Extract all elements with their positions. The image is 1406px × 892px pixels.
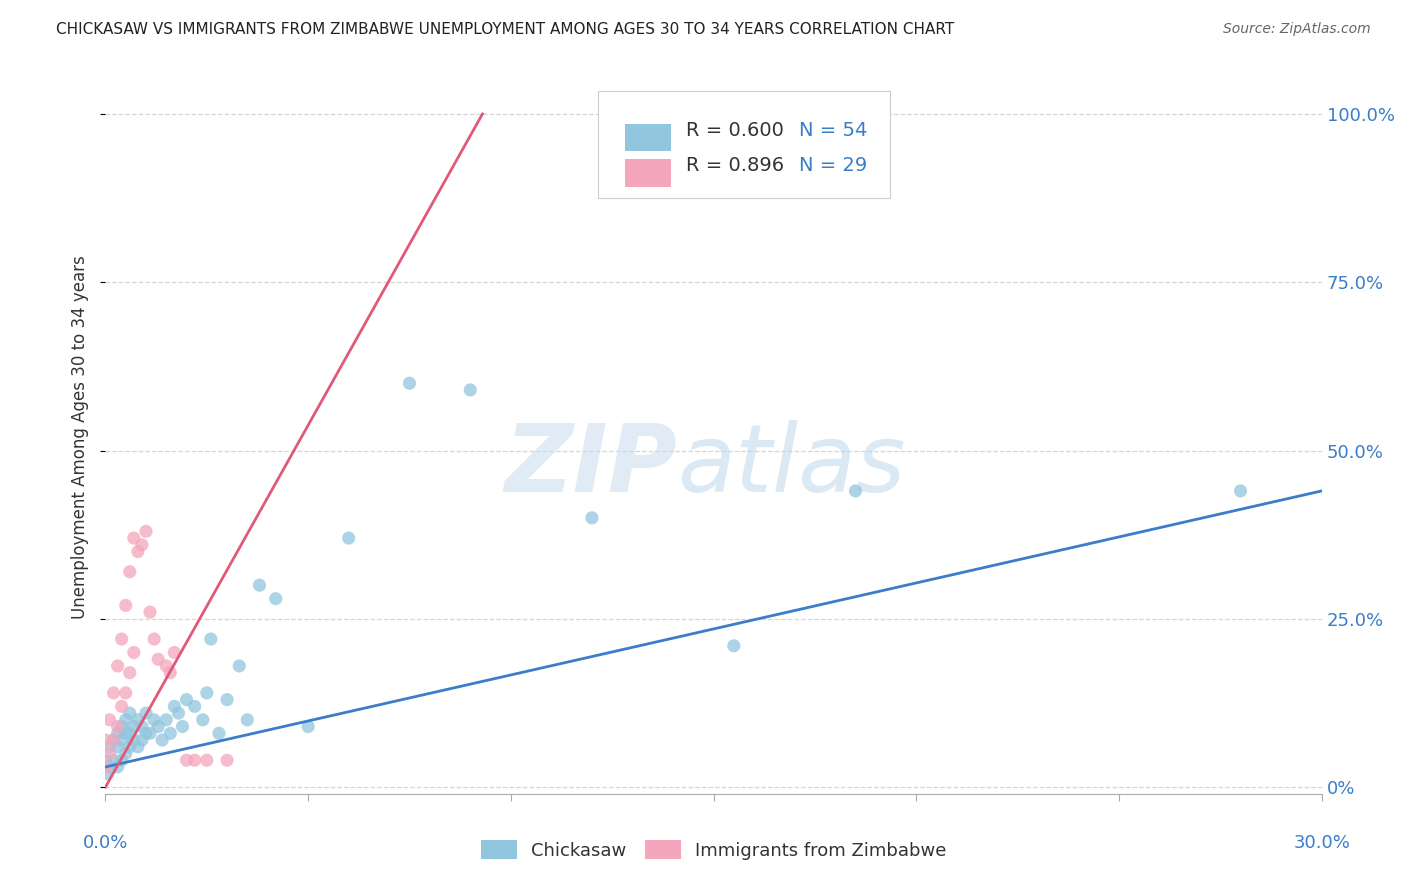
Point <box>249 578 271 592</box>
Point <box>217 692 239 706</box>
FancyBboxPatch shape <box>624 160 671 186</box>
Text: ZIP: ZIP <box>505 419 678 512</box>
Point <box>111 699 134 714</box>
Point <box>111 753 134 767</box>
Point <box>195 753 218 767</box>
Text: N = 29: N = 29 <box>799 156 868 176</box>
Point <box>723 639 745 653</box>
Point <box>118 565 141 579</box>
Point <box>135 524 157 539</box>
Text: R = 0.600: R = 0.600 <box>686 120 783 140</box>
Text: 30.0%: 30.0% <box>1294 834 1350 852</box>
Point <box>127 544 149 558</box>
Point <box>159 665 181 680</box>
Point <box>122 646 145 660</box>
Point <box>107 760 129 774</box>
Point <box>398 376 420 391</box>
Text: CHICKASAW VS IMMIGRANTS FROM ZIMBABWE UNEMPLOYMENT AMONG AGES 30 TO 34 YEARS COR: CHICKASAW VS IMMIGRANTS FROM ZIMBABWE UN… <box>56 22 955 37</box>
Point <box>107 720 129 734</box>
Point <box>94 766 117 780</box>
Point <box>236 713 259 727</box>
Point <box>208 726 231 740</box>
Point <box>103 733 125 747</box>
Point <box>131 720 153 734</box>
Point <box>143 632 166 646</box>
Point <box>114 599 136 613</box>
Point <box>217 753 239 767</box>
Point <box>127 739 149 754</box>
Point <box>98 747 121 761</box>
Point <box>122 531 145 545</box>
Point <box>107 659 129 673</box>
Point <box>107 739 129 754</box>
Point <box>155 659 177 673</box>
Point <box>111 632 134 646</box>
Point <box>155 713 177 727</box>
Point <box>94 733 117 747</box>
Point <box>176 692 198 706</box>
Point <box>139 726 162 740</box>
Legend: Chickasaw, Immigrants from Zimbabwe: Chickasaw, Immigrants from Zimbabwe <box>474 833 953 867</box>
Text: atlas: atlas <box>678 420 905 511</box>
Point <box>135 726 157 740</box>
Point <box>228 659 250 673</box>
Point <box>337 531 360 545</box>
Point <box>458 383 481 397</box>
Point <box>114 747 136 761</box>
Point <box>94 760 117 774</box>
Point <box>114 686 136 700</box>
Point <box>163 699 186 714</box>
Point <box>844 483 866 498</box>
Text: R = 0.896: R = 0.896 <box>686 156 783 176</box>
Point <box>103 686 125 700</box>
Point <box>167 706 190 720</box>
Point <box>150 733 173 747</box>
Point <box>200 632 222 646</box>
Point <box>114 726 136 740</box>
Point <box>131 733 153 747</box>
Point <box>98 739 121 754</box>
Point <box>172 720 194 734</box>
Point <box>581 511 603 525</box>
FancyBboxPatch shape <box>624 124 671 151</box>
Text: Source: ZipAtlas.com: Source: ZipAtlas.com <box>1223 22 1371 37</box>
Point <box>103 753 125 767</box>
Point <box>163 646 186 660</box>
Point <box>195 686 218 700</box>
Point <box>122 733 145 747</box>
Text: 0.0%: 0.0% <box>83 834 128 852</box>
Point <box>297 720 319 734</box>
Point <box>114 713 136 727</box>
Y-axis label: Unemployment Among Ages 30 to 34 years: Unemployment Among Ages 30 to 34 years <box>70 255 89 619</box>
Point <box>139 605 162 619</box>
FancyBboxPatch shape <box>598 91 890 198</box>
Point <box>118 739 141 754</box>
Point <box>111 720 134 734</box>
Point <box>143 713 166 727</box>
Point <box>107 726 129 740</box>
Point <box>98 760 121 774</box>
Point <box>98 713 121 727</box>
Point <box>135 706 157 720</box>
Point <box>122 720 145 734</box>
Point <box>146 720 169 734</box>
Point <box>127 713 149 727</box>
Point <box>111 733 134 747</box>
Point <box>191 713 214 727</box>
Text: N = 54: N = 54 <box>799 120 868 140</box>
Point <box>118 706 141 720</box>
Point <box>176 753 198 767</box>
Point <box>103 733 125 747</box>
Point <box>183 753 205 767</box>
Point <box>118 665 141 680</box>
Point <box>131 538 153 552</box>
Point <box>159 726 181 740</box>
Point <box>1229 483 1251 498</box>
Point <box>264 591 287 606</box>
Point <box>118 726 141 740</box>
Point <box>94 753 117 767</box>
Point <box>146 652 169 666</box>
Point <box>183 699 205 714</box>
